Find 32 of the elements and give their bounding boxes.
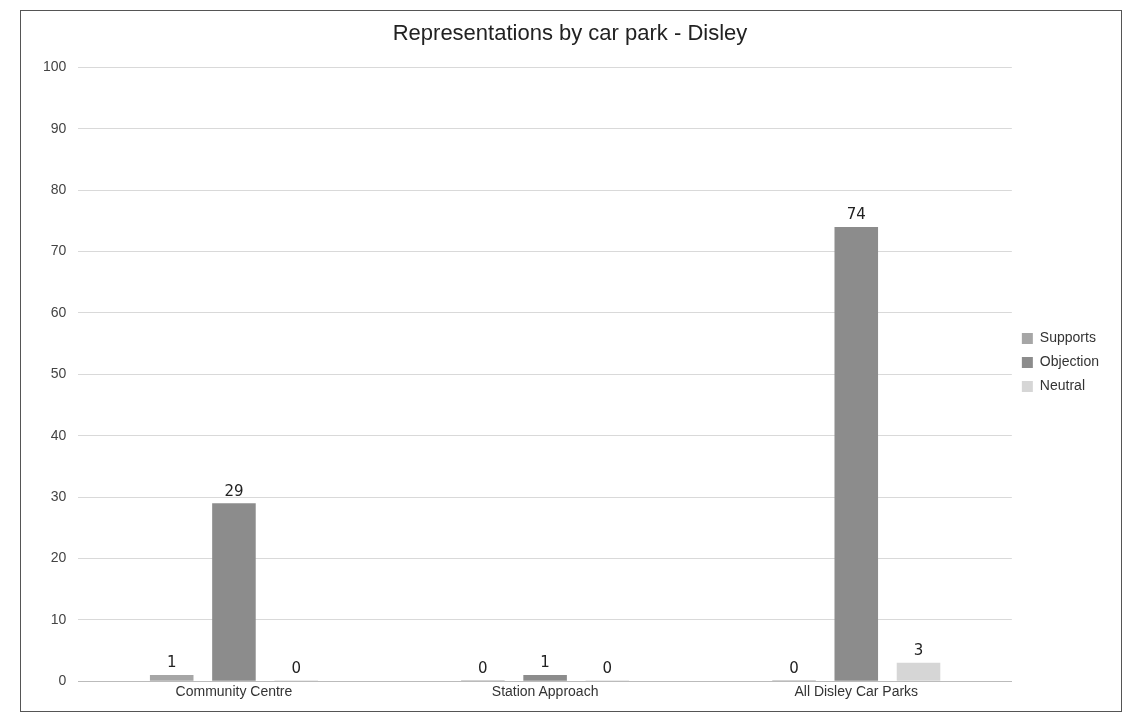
bar <box>149 675 194 681</box>
bar <box>523 675 567 681</box>
y-tick-label: 100 <box>43 58 67 75</box>
data-label: 0 <box>602 658 613 677</box>
data-label: 3 <box>913 641 924 660</box>
y-tick-label: 40 <box>50 426 67 443</box>
bar <box>212 503 256 681</box>
y-tick-label: 10 <box>50 610 67 627</box>
x-tick-label: Station Approach <box>491 683 599 700</box>
y-tick-label: 80 <box>50 181 67 198</box>
legend-label: Neutral <box>1039 377 1085 394</box>
y-tick-label: 20 <box>50 549 67 566</box>
data-label: 0 <box>291 658 301 677</box>
data-label: 74 <box>846 205 866 224</box>
y-tick-label: 70 <box>50 242 67 259</box>
bar <box>896 662 941 681</box>
y-tick-label: 50 <box>50 365 67 382</box>
data-label: 0 <box>478 658 488 677</box>
data-label: 29 <box>224 481 244 500</box>
y-tick-label: 90 <box>50 119 67 136</box>
data-label: 1 <box>540 653 550 672</box>
x-tick-label: Community Centre <box>175 683 293 700</box>
chart-title: Representations by car park - Disley <box>392 20 748 46</box>
x-tick-label: All Disley Car Parks <box>794 683 919 700</box>
data-label: 0 <box>789 658 799 677</box>
bar <box>834 226 879 681</box>
legend-label: Supports <box>1039 329 1096 346</box>
legend-label: Objection <box>1039 353 1100 370</box>
y-tick-label: 30 <box>50 487 67 504</box>
y-tick-label: 60 <box>50 303 67 320</box>
data-label: 1 <box>166 653 177 672</box>
y-tick-label: 0 <box>58 672 67 689</box>
